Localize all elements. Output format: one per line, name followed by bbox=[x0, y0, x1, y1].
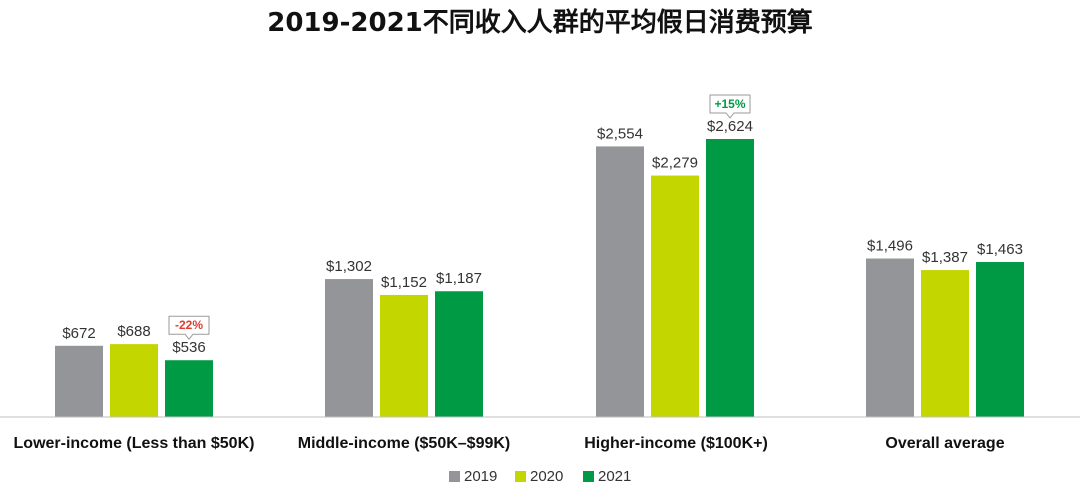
category-label-2: Higher-income ($100K+) bbox=[584, 435, 768, 452]
value-label-2019-1: $1,302 bbox=[326, 258, 372, 275]
annotation-label-1: +15% bbox=[714, 97, 745, 111]
category-label-1: Middle-income ($50K–$99K) bbox=[298, 435, 511, 452]
value-label-2021-3: $1,463 bbox=[977, 241, 1023, 258]
value-label-2021-2: $2,624 bbox=[707, 118, 753, 135]
legend-swatch-2019 bbox=[449, 471, 460, 482]
bar-2019-1 bbox=[325, 279, 373, 417]
annotation-callout-0 bbox=[168, 315, 210, 341]
legend-label-2021: 2021 bbox=[598, 468, 631, 485]
value-label-2021-0: $536 bbox=[172, 339, 205, 356]
annotation-label-0: -22% bbox=[175, 318, 203, 332]
value-label-2019-0: $672 bbox=[62, 325, 95, 342]
bar-2019-0 bbox=[55, 345, 103, 417]
legend-swatch-2021 bbox=[583, 471, 594, 482]
bar-2020-1 bbox=[380, 294, 428, 417]
value-label-2020-2: $2,279 bbox=[652, 155, 698, 172]
labels-layer: $672 $1,302 $2,554 $1,496 $688 $1,152 $2,279 $1… bbox=[14, 94, 1023, 452]
value-label-2020-1: $1,152 bbox=[381, 274, 427, 291]
bar-2020-2 bbox=[651, 175, 699, 417]
bars-layer bbox=[55, 139, 1024, 418]
value-label-2019-2: $2,554 bbox=[597, 125, 643, 142]
value-label-2021-1: $1,187 bbox=[436, 270, 482, 287]
bar-2019-3 bbox=[866, 258, 914, 417]
bar-2020-0 bbox=[110, 344, 158, 417]
bar-2019-2 bbox=[596, 146, 644, 418]
annotation-callout-1 bbox=[709, 94, 751, 119]
value-label-2019-3: $1,496 bbox=[867, 238, 913, 255]
legend-label-2019: 2019 bbox=[464, 468, 497, 485]
category-label-3: Overall average bbox=[885, 435, 1004, 452]
value-label-2020-0: $688 bbox=[117, 323, 150, 340]
chart-title: 2019-2021不同收入人群的平均假日消费预算 bbox=[267, 7, 813, 38]
legend: 2019 2020 2021 bbox=[449, 468, 631, 485]
category-label-0: Lower-income (Less than $50K) bbox=[14, 435, 255, 452]
value-label-2020-3: $1,387 bbox=[922, 249, 968, 266]
bar-2021-0 bbox=[165, 360, 213, 417]
bar-2021-2 bbox=[706, 139, 754, 417]
legend-swatch-2020 bbox=[515, 471, 526, 482]
bar-2020-3 bbox=[921, 270, 969, 417]
bar-2021-1 bbox=[435, 291, 483, 417]
bar-2021-3 bbox=[976, 262, 1024, 417]
legend-label-2020: 2020 bbox=[530, 468, 563, 485]
